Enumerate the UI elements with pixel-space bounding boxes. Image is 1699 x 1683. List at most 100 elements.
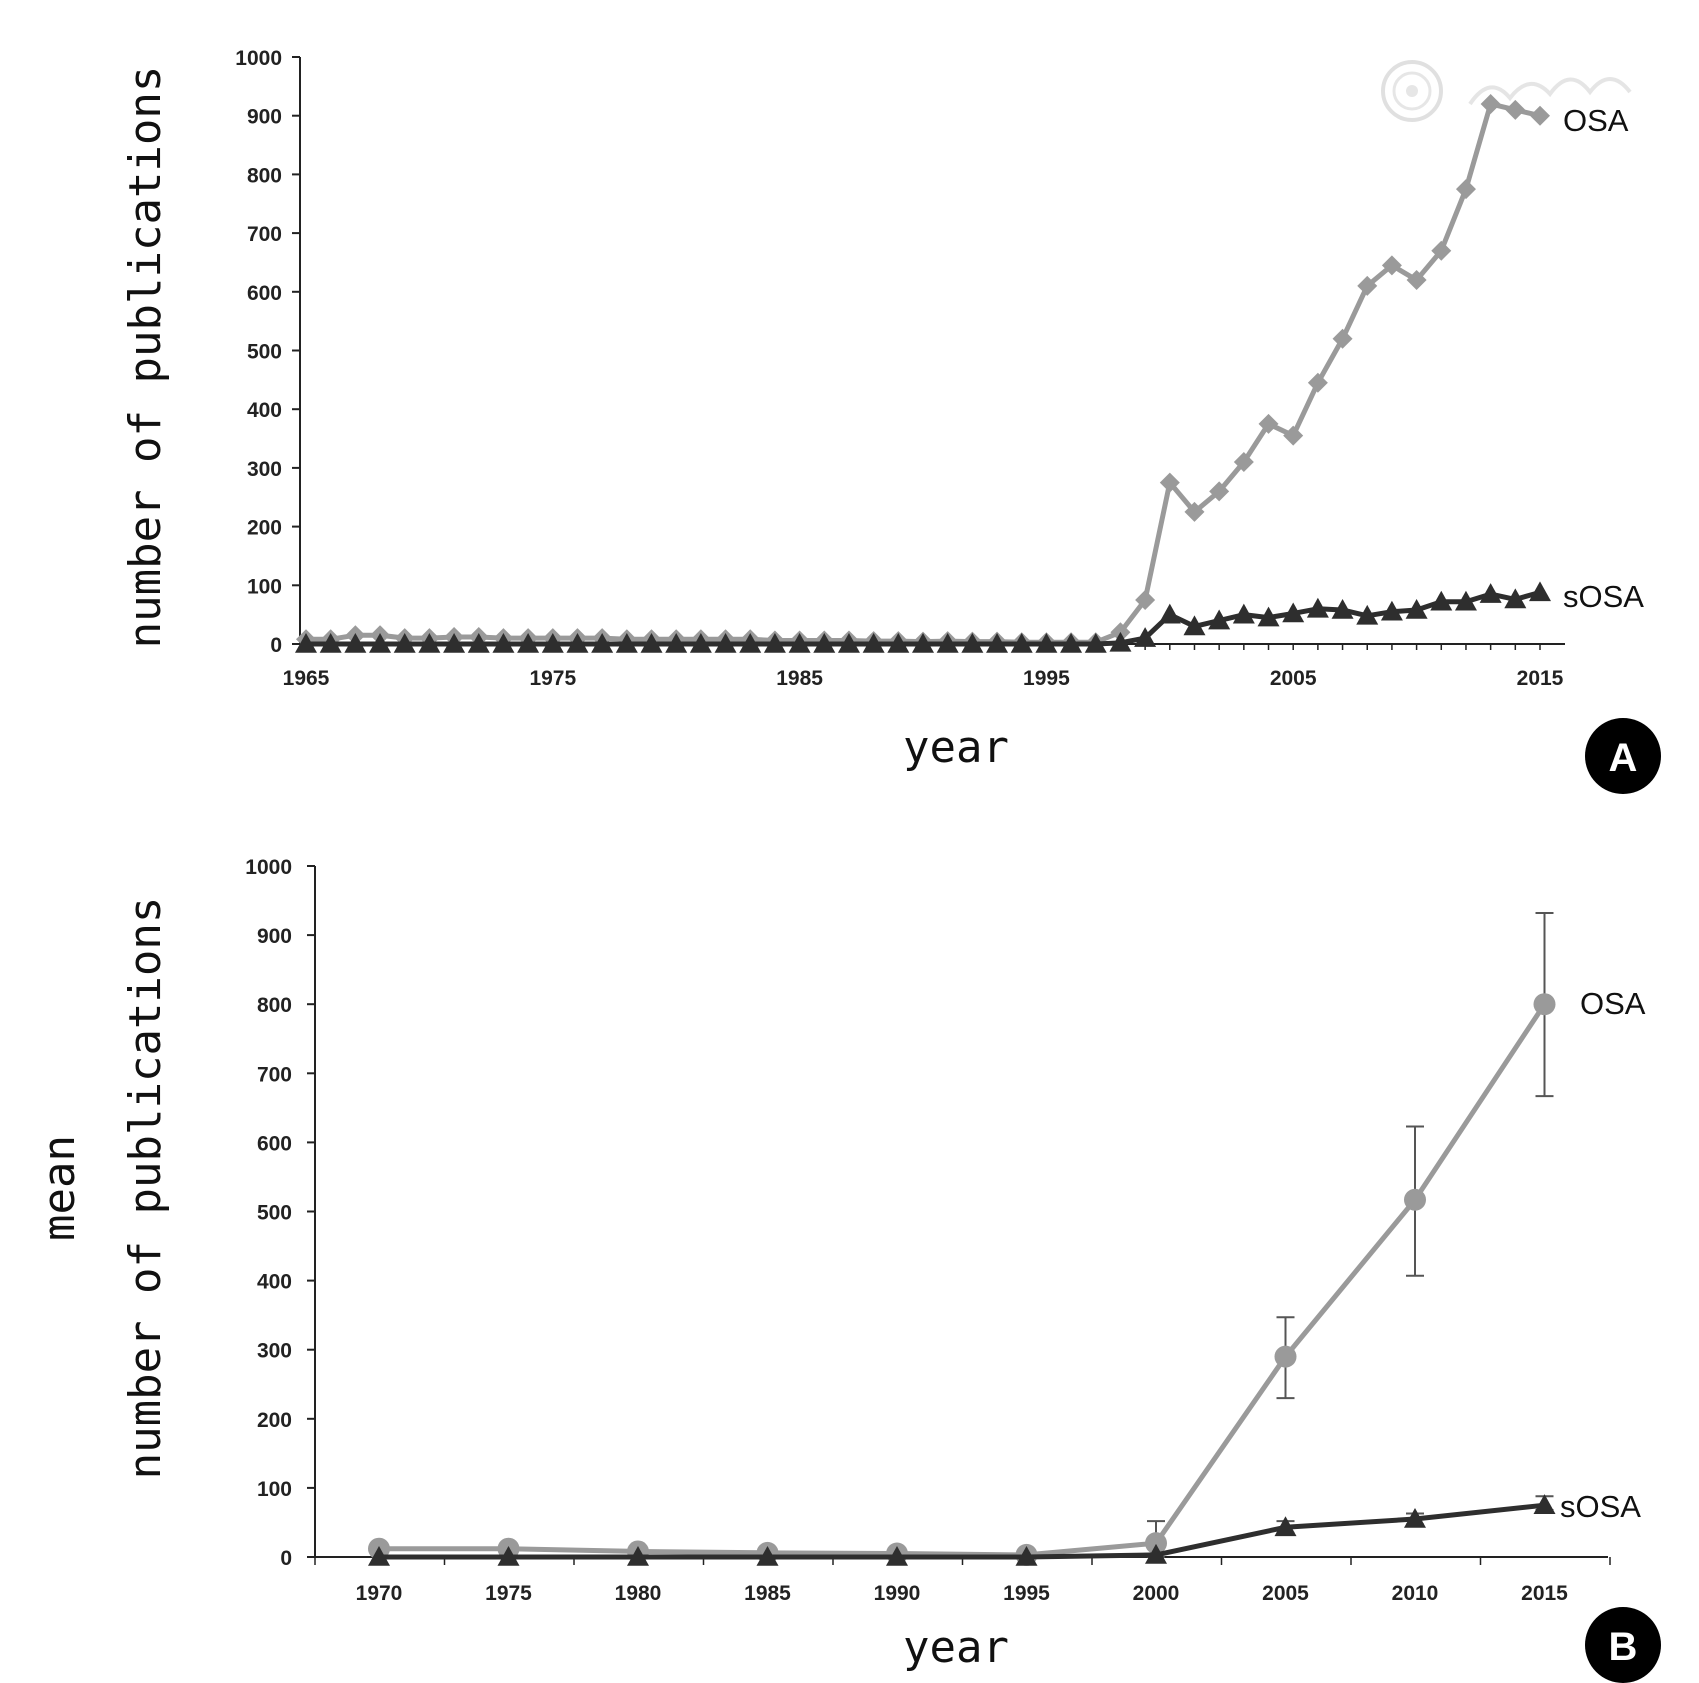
panel-a-sosa-point: [1479, 583, 1502, 603]
panel-b-sosa-point: [497, 1546, 520, 1566]
panel-a-sosa-point: [1430, 590, 1453, 611]
panel-b-x-tick-label: 2005: [1262, 1582, 1309, 1605]
panel-a-sosa-point: [369, 633, 392, 653]
panel-a-sosa-point: [393, 633, 416, 653]
panel-a-y-tick-label: 200: [247, 517, 282, 540]
panel-a-sosa-point: [1208, 609, 1231, 630]
panel-a-osa-point: [1159, 472, 1180, 493]
panel-b-osa-point: [1404, 1188, 1426, 1211]
panel-a-sosa-point: [1380, 600, 1403, 621]
panel-a-sosa-point: [591, 633, 614, 653]
panel-a-sosa-point: [295, 633, 317, 653]
panel-a-y-tick-label: 800: [247, 164, 282, 187]
panel-b-sosa-point: [1533, 1494, 1556, 1514]
panel-b-letter: B: [1609, 1625, 1638, 1669]
panel-a-x-tick-label: 1975: [529, 667, 576, 690]
panel-b-sosa-point: [1015, 1546, 1038, 1566]
panel-a-sosa-point: [961, 633, 984, 653]
panel-a-osa-point: [1431, 240, 1452, 261]
panel-b-y-tick-label: 400: [257, 1271, 292, 1294]
panel-a-sosa-point: [862, 633, 885, 653]
panel-a-sosa-point: [813, 633, 836, 653]
panel-a-y-tick-label: 900: [247, 106, 282, 129]
panel-a-sosa-point: [763, 633, 786, 653]
panel-a-plot-area: [295, 93, 1551, 653]
panel-a-osa-point: [1283, 425, 1304, 446]
panel-b-x-tick-label: 1970: [356, 1582, 403, 1605]
panel-b-osa-label: OSA: [1580, 986, 1646, 1021]
panel-b-plot-area: [368, 911, 1556, 1566]
panel-b-y-tick-label: 1000: [245, 856, 292, 879]
panel-b-y-tick-label: 700: [257, 1063, 292, 1086]
panel-a-sosa-point: [788, 633, 811, 653]
panel-b-y-tick-label: 500: [257, 1202, 292, 1225]
panel-a-osa-point: [1135, 589, 1156, 610]
panel-b-sosa-point: [1145, 1543, 1167, 1564]
panel-b-y-axis: 0 100 200 300 400 500 600 700 800 900 1000: [245, 856, 316, 1570]
panel-b-sosa-point: [368, 1546, 390, 1566]
panel-b-sosa-point: [886, 1546, 908, 1566]
panel-a-osa-point: [1530, 105, 1550, 126]
panel-b-y-axis-title-line2: number of publications: [120, 897, 171, 1480]
panel-a-osa-point: [1357, 275, 1378, 296]
panel-a-sosa-point: [1405, 598, 1428, 619]
panel-a-y-axis: 0 100 200 300 400 500 600 700 800 900 1000: [235, 47, 301, 657]
panel-b: 0 100 200 300 400 500 600 700 800 900 1000 1970 197…: [34, 856, 1661, 1683]
panel-b-y-tick-label: 600: [257, 1132, 292, 1155]
panel-a-sosa-point: [714, 633, 737, 653]
panel-a-osa-point: [1505, 99, 1526, 120]
panel-a-sosa-point: [1331, 598, 1354, 619]
panel-a-sosa-point: [1060, 633, 1083, 653]
panel-b-sosa-point: [627, 1546, 649, 1566]
panel-b-y-tick-label: 100: [257, 1478, 292, 1501]
panel-a-osa-label: OSA: [1563, 103, 1629, 138]
panel-a-sosa-point: [986, 633, 1009, 653]
panel-b-x-tick-label: 1975: [485, 1582, 532, 1605]
panel-b-x-tick-label: 2015: [1521, 1582, 1568, 1605]
panel-a-osa-point: [1184, 501, 1205, 522]
panel-b-x-tick-label: 2010: [1392, 1582, 1439, 1605]
panel-a-x-tick-label: 1985: [776, 667, 823, 690]
panel-a-sosa-point: [1134, 627, 1157, 647]
panel-b-x-axis-title: year: [903, 1622, 1009, 1673]
panel-a-sosa-point: [689, 633, 712, 653]
panel-a-sosa-point: [492, 633, 515, 653]
panel-a-sosa-point: [1109, 631, 1132, 652]
panel-b-osa-line: [379, 1002, 1547, 1558]
panel-b-sosa-label: sOSA: [1560, 1489, 1641, 1524]
panel-b-osa-point: [1274, 1345, 1297, 1368]
panel-a-sosa-point: [1158, 603, 1181, 624]
panel-a-sosa-point: [418, 633, 441, 653]
panel-b-y-tick-label: 200: [257, 1409, 292, 1432]
panel-a-sosa-point: [665, 633, 688, 653]
panel-a-sosa-point: [1454, 590, 1477, 611]
panel-a-x-axis-title: year: [903, 722, 1009, 773]
panel-a-y-tick-label: 300: [247, 458, 282, 481]
panel-a-osa-point: [1455, 179, 1476, 200]
panel-a-sosa-point: [1504, 588, 1527, 609]
panel-a-osa-point: [1480, 93, 1501, 114]
panel-a-sosa-point: [936, 633, 959, 653]
panel-a-sosa-point: [912, 633, 934, 653]
panel-a-sosa-point: [1282, 602, 1305, 623]
panel-a-osa-point: [1233, 452, 1254, 473]
watermark-logo: [1381, 60, 1632, 122]
panel-a-sosa-point: [319, 633, 342, 653]
panel-a-y-tick-label: 0: [270, 634, 282, 657]
panel-a-sosa-point: [344, 633, 367, 653]
panel-a-y-tick-label: 1000: [235, 47, 282, 70]
panel-a: 0 100 200 300 400 500 600 700 800 900 1000 1965 197…: [120, 47, 1661, 794]
panel-b-x-tick-label: 2000: [1133, 1582, 1180, 1605]
panel-b-badge: [1585, 1607, 1661, 1683]
panel-a-sosa-point: [1306, 597, 1329, 618]
panel-a-sosa-point: [640, 633, 663, 653]
panel-a-sosa-point: [1529, 581, 1551, 602]
panel-a-osa-point: [1209, 481, 1230, 502]
panel-a-x-tick-label: 1995: [1023, 667, 1070, 690]
panel-a-y-axis-title: number of publications: [120, 66, 171, 649]
panel-a-osa-point: [1307, 372, 1328, 393]
panel-a-y-tick-label: 100: [247, 575, 282, 598]
panel-a-badge: [1585, 718, 1661, 794]
panel-a-osa-line: [306, 101, 1541, 645]
